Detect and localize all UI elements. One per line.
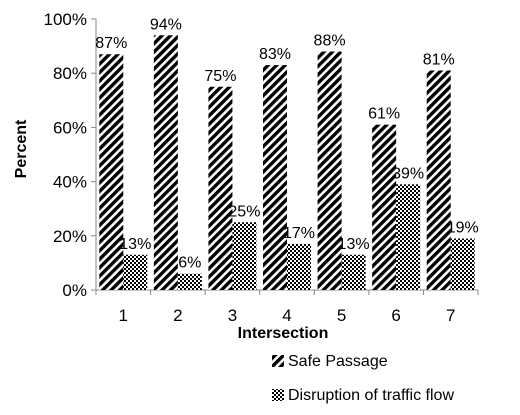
- data-label: 61%: [368, 106, 400, 123]
- data-labels: 87% 94% 75% 83% 88% 61% 81% 13% 6% 25% 17% 13% 39% 19…: [95, 16, 478, 271]
- data-label: 13%: [338, 236, 370, 253]
- bar-safe-passage: [317, 51, 342, 290]
- bar-safe-passage: [208, 86, 233, 290]
- legend: Safe Passage Disruption of traffic flow: [272, 353, 454, 404]
- data-label: 81%: [423, 51, 455, 68]
- legend-label: Disruption of traffic flow: [288, 387, 454, 404]
- data-label: 39%: [392, 165, 424, 182]
- bar-safe-passage: [426, 70, 451, 291]
- x-tick-label: 6: [391, 306, 400, 325]
- y-tick-label: 0%: [62, 281, 87, 300]
- bars: [99, 35, 475, 291]
- data-label: 25%: [228, 203, 260, 220]
- x-tick-label: 2: [173, 306, 182, 325]
- data-label: 17%: [283, 225, 315, 242]
- x-tick-label: 4: [282, 306, 291, 325]
- legend-label: Safe Passage: [288, 353, 388, 370]
- bar-safe-passage: [99, 54, 124, 291]
- bar-disruption: [123, 254, 148, 290]
- bar-disruption: [232, 222, 257, 290]
- bar-disruption: [450, 238, 475, 290]
- legend-swatch: [272, 389, 284, 401]
- y-tick-label: 20%: [53, 227, 87, 246]
- bar-safe-passage: [372, 124, 397, 290]
- bar-disruption: [396, 184, 421, 290]
- y-tick-label: 40%: [53, 173, 87, 192]
- data-label: 83%: [259, 46, 291, 63]
- x-tick-label: 7: [446, 306, 455, 325]
- data-label: 13%: [119, 236, 151, 253]
- data-label: 75%: [204, 68, 236, 85]
- bar-disruption: [287, 243, 311, 290]
- y-tick-label: 80%: [53, 64, 87, 83]
- y-axis-title: Percent: [13, 119, 30, 178]
- legend-swatch: [272, 355, 284, 367]
- data-label: 19%: [447, 220, 479, 237]
- bar-disruption: [177, 273, 202, 290]
- bar-safe-passage: [263, 65, 287, 290]
- x-tick-label: 1: [119, 306, 128, 325]
- data-label: 88%: [314, 33, 346, 50]
- bar-safe-passage: [153, 35, 178, 291]
- y-tick-label: 60%: [53, 118, 87, 137]
- x-tick-label: 5: [337, 306, 346, 325]
- data-label: 94%: [150, 16, 182, 33]
- data-label: 6%: [178, 255, 201, 272]
- x-axis-title: Intersection: [238, 325, 329, 342]
- x-tick-label: 3: [228, 306, 237, 325]
- y-tick-label: 100%: [44, 10, 87, 29]
- bar-disruption: [341, 254, 366, 290]
- axes: 0% 20% 40% 60% 80% 100% 1 2 3 4 5 6 7: [44, 10, 479, 325]
- data-label: 87%: [95, 35, 127, 52]
